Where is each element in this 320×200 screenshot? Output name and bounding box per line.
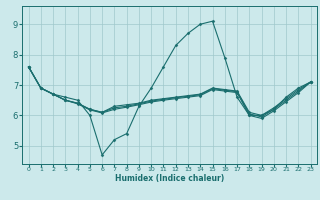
- X-axis label: Humidex (Indice chaleur): Humidex (Indice chaleur): [115, 174, 224, 183]
